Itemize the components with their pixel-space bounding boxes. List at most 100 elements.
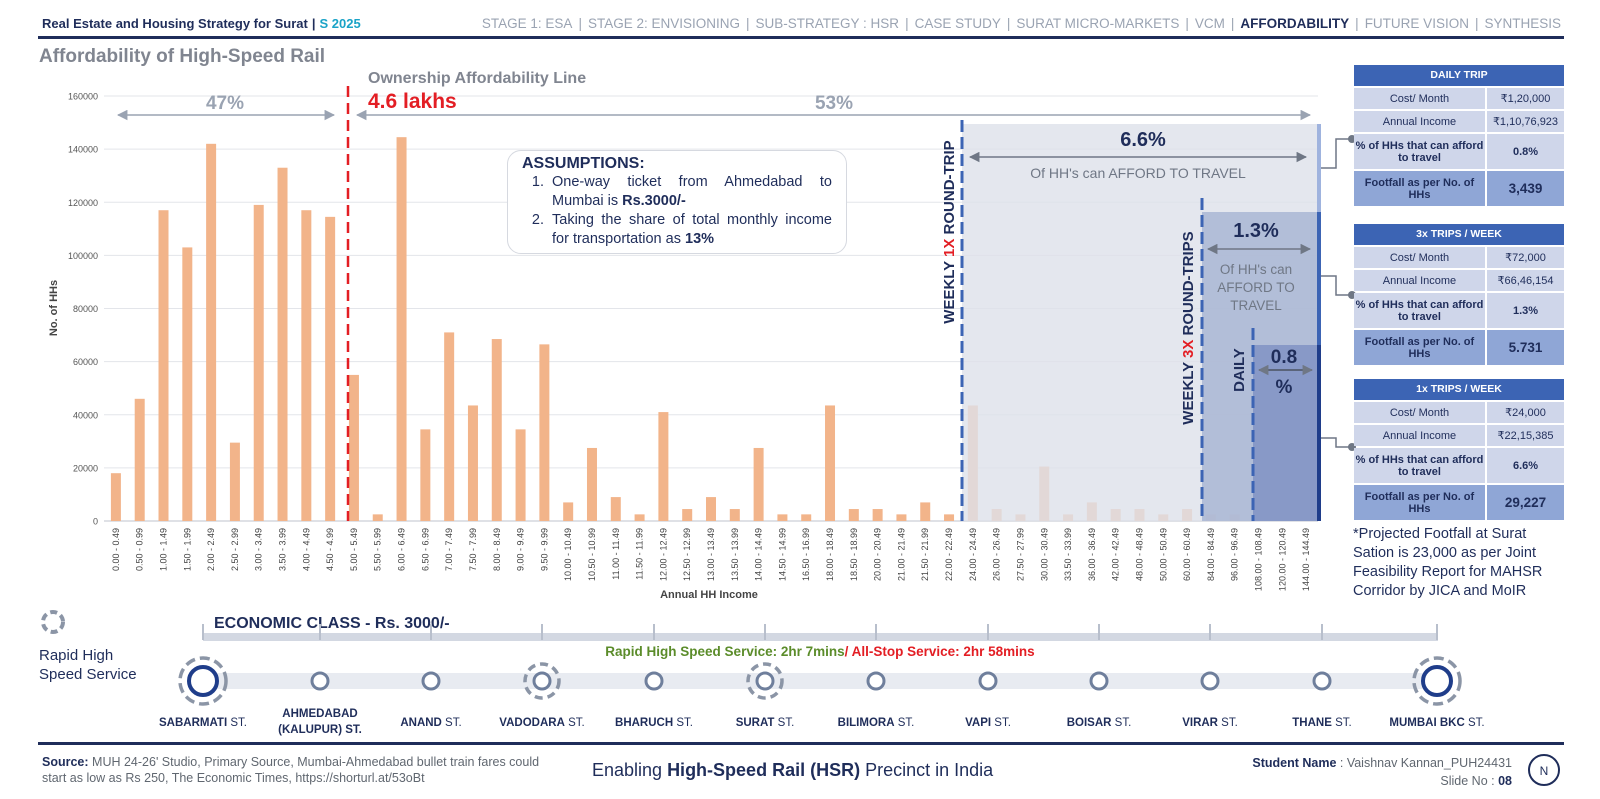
station-label: VAPI ST.	[965, 717, 1011, 729]
y-tick-label: 140000	[68, 145, 98, 155]
y-tick-label: 60000	[73, 357, 98, 367]
table-row: Cost/ Month ₹72,000	[1354, 247, 1564, 268]
zone-edge	[1317, 212, 1321, 345]
economic-class-label: ECONOMIC CLASS - Rs. 3000/-	[214, 615, 450, 632]
nav-separator: |	[905, 16, 909, 31]
station-label: VIRAR ST.	[1182, 717, 1238, 729]
table-value: ₹1,10,76,923	[1487, 111, 1564, 132]
zone-3x-label: WEEKLY 3X ROUND-TRIPS	[1180, 231, 1197, 424]
table-row: Cost/ Month ₹24,000	[1354, 402, 1564, 423]
north-compass-icon: N	[1528, 754, 1560, 786]
x-tick-label: 4.50 - 4.99	[325, 528, 335, 571]
x-tick-label: 12.00 - 12.49	[658, 528, 668, 581]
station-node	[866, 671, 886, 691]
table-3x-trips: 3x TRIPS / WEEK Cost/ Month ₹72,000 Annua…	[1354, 224, 1564, 365]
x-tick-label: 18.00 - 18.49	[825, 528, 835, 581]
bar-2.00 - 2.49	[206, 143, 217, 521]
project-code: S 2025	[319, 16, 361, 31]
table-value: 29,227	[1487, 485, 1564, 520]
nav-item[interactable]: SYNTHESIS	[1484, 16, 1561, 31]
y-tick-label: 0	[93, 517, 98, 527]
table-connector	[1321, 135, 1356, 169]
x-tick-label: 6.00 - 6.49	[397, 528, 407, 571]
nav-item[interactable]: STAGE 1: ESA	[481, 16, 573, 31]
station-node	[421, 671, 441, 691]
footer-title-post: Precinct in India	[860, 760, 994, 780]
source-label: Source:	[42, 755, 89, 769]
x-axis-title: Annual HH Income	[660, 589, 758, 601]
assumption-2-text: Taking the share of total monthly income…	[552, 212, 832, 247]
bar-1.50 - 1.99	[182, 247, 193, 521]
x-tick-label: 7.50 - 7.99	[468, 528, 478, 571]
zone-daily	[1253, 345, 1319, 521]
bar-2.50 - 2.99	[229, 442, 240, 521]
x-tick-label: 33.50 - 33.99	[1063, 528, 1073, 581]
zone-1x-label-part: WEEKLY	[941, 257, 958, 324]
nav-item[interactable]: VCM	[1194, 16, 1225, 31]
bar-9.50 - 9.99	[539, 344, 550, 521]
slide-title: Affordability of High-Speed Rail	[39, 46, 326, 67]
x-tick-label: 48.00 - 48.49	[1134, 528, 1144, 581]
station-label: VADODARA ST.	[499, 717, 584, 729]
left-share-pct: 47%	[206, 93, 244, 114]
nav-item[interactable]: STAGE 2: ENVISIONING	[587, 16, 741, 31]
zone-3x-caption: AFFORD TO	[1217, 280, 1295, 295]
station-rapid-ring	[523, 662, 561, 700]
bar-10.50 - 10.99	[586, 447, 597, 521]
table-key: Footfall as per No. of HHs	[1354, 485, 1485, 520]
nav-item[interactable]: AFFORDABILITY	[1240, 16, 1350, 31]
zone-3x-caption: TRAVEL	[1230, 298, 1282, 313]
assumption-1-text: One-way ticket from Ahmedabad to Mumbai …	[552, 174, 832, 209]
x-tick-label: 20.00 - 20.49	[873, 528, 883, 581]
nav-separator: |	[1355, 16, 1359, 31]
zone-3x-caption: Of HH's can	[1220, 262, 1292, 277]
table-connector	[1321, 275, 1356, 299]
table-title: 3x TRIPS / WEEK	[1354, 224, 1564, 245]
bar-22.00 - 22.49	[944, 514, 955, 521]
x-tick-label: 1.50 - 1.99	[182, 528, 192, 571]
table-key: % of HHs that can afford to travel	[1354, 293, 1485, 328]
bar-5.50 - 5.99	[372, 514, 383, 521]
table-row: Annual Income ₹1,10,76,923	[1354, 111, 1564, 132]
station-major-ring	[1412, 656, 1462, 706]
y-axis-title: No. of HHs	[48, 280, 60, 336]
table-row: Footfall as per No. of HHs 3,439	[1354, 171, 1564, 206]
y-tick-label: 160000	[68, 92, 98, 102]
y-tick-label: 20000	[73, 463, 98, 473]
table-row: Footfall as per No. of HHs 29,227	[1354, 485, 1564, 520]
assumptions-box: ASSUMPTIONS: One-way ticket from Ahmedab…	[507, 150, 847, 254]
nav-item[interactable]: SUB-STRATEGY : HSR	[755, 16, 900, 31]
x-tick-label: 96.00 - 96.49	[1230, 528, 1240, 581]
x-tick-label: 21.50 - 21.99	[920, 528, 930, 581]
student-info: Student Name : Vaishnav Kannan_PUH24431 …	[1252, 754, 1512, 790]
route-track	[203, 673, 1438, 689]
x-tick-label: 14.00 - 14.49	[754, 528, 764, 581]
bar-18.50 - 18.99	[848, 509, 859, 521]
station-label: AHMEDABAD	[282, 708, 357, 720]
nav-item[interactable]: FUTURE VISION	[1364, 16, 1469, 31]
station-major-node	[187, 665, 219, 697]
nav-separator: |	[578, 16, 582, 31]
nav-item[interactable]: SURAT MICRO-MARKETS	[1016, 16, 1180, 31]
x-tick-label: 0.00 - 0.49	[111, 528, 121, 571]
x-tick-label: 5.00 - 5.49	[349, 528, 359, 571]
table-value: ₹24,000	[1487, 402, 1564, 423]
zone-daily-label: DAILY	[1231, 348, 1248, 392]
x-tick-label: 42.00 - 42.49	[1111, 528, 1121, 581]
rapid-service-icon	[41, 610, 65, 634]
y-tick-label: 120000	[68, 198, 98, 208]
header: Real Estate and Housing Strategy for Sur…	[40, 14, 1562, 36]
bar-0.50 - 0.99	[134, 398, 145, 521]
x-tick-label: 26.00 - 26.49	[992, 528, 1002, 581]
zone-daily-label-part: DAILY	[1231, 348, 1248, 392]
nav-separator: |	[1474, 16, 1479, 31]
nav-item[interactable]: CASE STUDY	[914, 16, 1001, 31]
bar-21.50 - 21.99	[920, 502, 931, 521]
bar-7.50 - 7.99	[467, 405, 478, 521]
source-text: MUH 24-26' Studio, Primary Source, Mumba…	[42, 755, 540, 785]
table-row: Footfall as per No. of HHs 5.731	[1354, 330, 1564, 365]
source-note: Source: MUH 24-26' Studio, Primary Sourc…	[42, 754, 562, 786]
zone-1x-label-part: ROUND-TRIP	[941, 140, 958, 238]
station-node	[1200, 671, 1220, 691]
x-tick-label: 16.50 - 16.99	[801, 528, 811, 581]
